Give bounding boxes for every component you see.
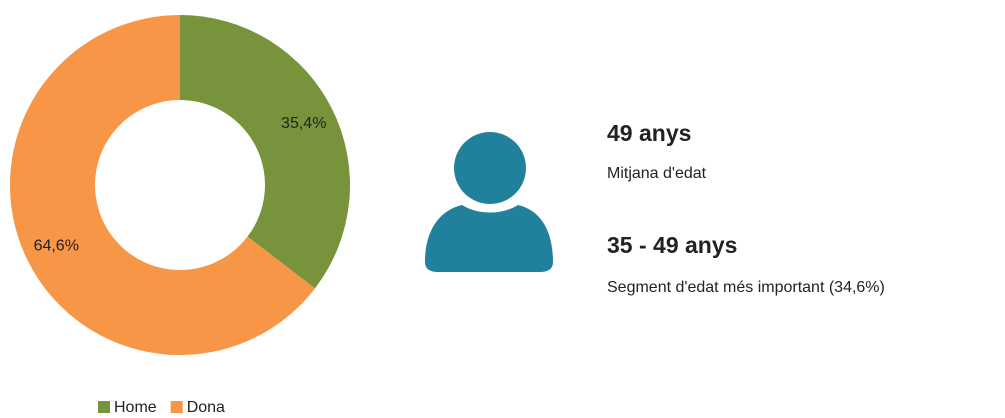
legend-label: Dona [187, 399, 225, 416]
stat-label: Mitjana d'edat [607, 165, 707, 182]
donut-slice [180, 15, 351, 289]
data-label: 35,4% [281, 115, 326, 132]
legend-swatch [98, 401, 110, 413]
data-label: 64,6% [34, 237, 79, 254]
stat-value: 35 - 49 anys [607, 232, 737, 258]
legend-swatch [170, 401, 183, 413]
stat-label: Segment d'edat més important (34,6%) [607, 279, 885, 296]
stat-value: 49 anys [607, 120, 691, 146]
donut-slice [9, 15, 315, 355]
person-icon [425, 132, 553, 272]
legend-label: Home [114, 399, 157, 416]
